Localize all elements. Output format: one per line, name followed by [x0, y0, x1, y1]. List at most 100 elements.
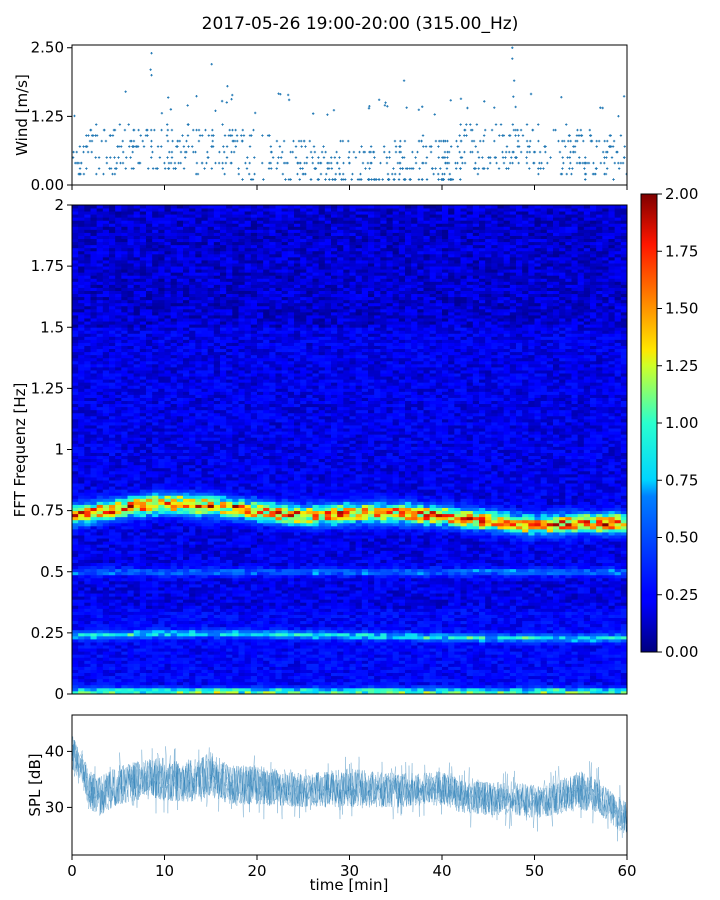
spectrogram-cell — [226, 354, 233, 359]
wind-point — [437, 172, 440, 176]
spectrogram-cell — [183, 593, 190, 597]
spectrogram-cell — [176, 492, 184, 496]
spectrogram-cell — [158, 318, 165, 322]
spectrogram-cell — [115, 272, 122, 276]
spectrogram-cell — [176, 660, 184, 664]
spectrogram-cell — [226, 464, 233, 469]
spectrogram-cell — [139, 333, 147, 337]
wind-point — [108, 167, 111, 170]
wind-point — [210, 63, 213, 66]
spectrogram-cell — [176, 284, 184, 288]
spectrogram-cell — [195, 348, 202, 353]
spectrogram-cell — [195, 260, 202, 264]
spectrogram-cell — [158, 522, 165, 527]
spectrogram-cell — [226, 394, 233, 398]
spectrogram-cell — [213, 296, 221, 301]
spectrogram-cell — [72, 507, 79, 512]
wind-point — [424, 161, 428, 165]
spectrogram-cell — [158, 452, 165, 457]
spectrogram-cell — [170, 559, 178, 563]
spectrogram-cell — [189, 538, 196, 542]
spectrogram-cell — [133, 556, 141, 560]
spectrogram-cell — [139, 260, 147, 264]
spectrogram-cell — [226, 345, 233, 350]
spectrogram-cell — [90, 205, 98, 209]
spectrogram-cell — [213, 397, 221, 401]
spectrogram-cell — [170, 455, 178, 460]
spectrogram-cell — [133, 370, 141, 374]
spectrogram-cell — [109, 263, 116, 267]
spectrogram-cell — [139, 284, 147, 288]
spectrogram-cell — [207, 495, 215, 499]
spectrogram-cell — [96, 336, 104, 340]
spectrogram-cell — [213, 645, 221, 649]
spectrogram-cell — [72, 315, 79, 319]
spectrogram-cell — [90, 406, 98, 411]
spectrogram-cell — [213, 272, 221, 276]
spectrogram-cell — [152, 538, 159, 542]
spectrogram-cell — [115, 379, 122, 383]
spectrogram-cell — [158, 217, 165, 221]
spectrogram-cell — [189, 535, 196, 539]
spectrogram-cell — [146, 397, 153, 401]
wind-point — [79, 172, 82, 176]
wind-point — [330, 161, 333, 165]
spectrogram-cell — [133, 385, 141, 389]
spectrogram-cell — [84, 253, 91, 258]
spectrogram-cell — [133, 458, 141, 463]
spectrogram-cell — [72, 654, 79, 658]
wind-point — [85, 167, 88, 170]
spectrogram-cell — [109, 510, 116, 515]
spectrogram-cell — [152, 431, 159, 435]
spectrogram-cell — [121, 626, 128, 631]
spectrogram-cell — [121, 342, 128, 346]
spectrogram-cell — [121, 253, 128, 258]
spectrogram-cell — [195, 483, 202, 487]
spectrogram-cell — [102, 587, 110, 591]
spectrogram-cell — [201, 663, 209, 667]
spectrogram-cell — [90, 611, 98, 615]
spectrogram-cell — [170, 302, 178, 307]
spectrogram-cell — [183, 574, 190, 579]
wind-point — [557, 139, 560, 143]
spectrogram-cell — [201, 614, 209, 618]
spectrogram-cell — [78, 321, 85, 325]
wind-point — [228, 128, 231, 132]
spectrogram-cell — [115, 305, 122, 310]
spectrogram-cell — [115, 651, 122, 655]
spectrogram-cell — [133, 645, 141, 649]
spectrogram-cell — [232, 663, 239, 667]
wind-point — [339, 139, 342, 143]
wind-point — [90, 139, 94, 143]
spectrogram-cell — [152, 214, 159, 218]
spectrogram-cell — [115, 302, 122, 307]
spectrogram-cell — [121, 522, 128, 527]
spectrogram-cell — [127, 211, 135, 215]
spectrogram-cell — [72, 437, 79, 441]
spectrogram-cell — [109, 235, 116, 240]
spectrogram-cell — [127, 666, 135, 670]
spectrogram-cell — [84, 513, 91, 518]
spectrogram-cell — [115, 382, 122, 386]
spectrogram-cell — [152, 593, 159, 597]
spectrogram-cell — [183, 587, 190, 591]
spectrogram-cell — [84, 357, 91, 362]
spectrogram-cell — [195, 519, 202, 524]
spectrogram-cell — [207, 247, 215, 252]
spectrogram-cell — [226, 305, 233, 310]
spectrogram-cell — [201, 217, 209, 221]
spectrogram-cell — [152, 324, 159, 328]
spectrogram-cell — [139, 690, 147, 694]
spectrogram-cell — [115, 675, 122, 680]
spectrogram-cell — [152, 611, 159, 615]
spectrogram-cell — [201, 574, 209, 579]
spectrogram-cell — [109, 400, 116, 405]
spectrogram-cell — [164, 409, 172, 414]
spectrogram-cell — [121, 477, 128, 481]
spectrogram-cell — [84, 492, 91, 496]
spectrogram-cell — [158, 223, 165, 227]
spectrogram-cell — [78, 501, 85, 505]
wind-point — [516, 139, 520, 143]
spectrogram-cell — [133, 211, 141, 215]
spectrogram-cell — [84, 311, 91, 316]
